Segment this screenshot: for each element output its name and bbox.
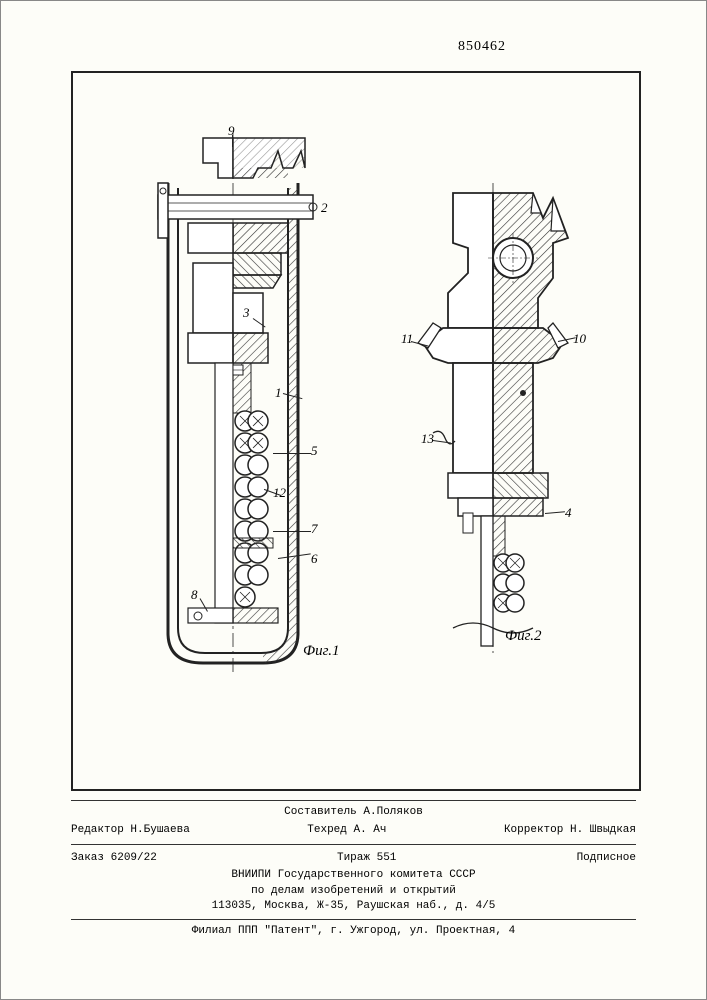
footer-block: Составитель А.Поляков Редактор Н.Бушаева…: [71, 796, 636, 939]
figure-area: 9 2 3 1 5 12 7 6 8 Фиг.1: [73, 73, 639, 789]
org-line1: ВНИИПИ Государственного комитета СССР: [71, 868, 636, 883]
printrun-cell: Тираж 551: [337, 851, 396, 866]
printrun-label: Тираж: [337, 852, 370, 864]
order-label: Заказ: [71, 852, 104, 864]
divider: [71, 844, 636, 845]
techred-name: А. Ач: [354, 824, 387, 836]
callout-8: 8: [191, 587, 198, 603]
figure-frame: 9 2 3 1 5 12 7 6 8 Фиг.1: [71, 71, 641, 791]
divider: [71, 919, 636, 920]
compiler-label: Составитель: [284, 806, 357, 818]
figure-1: 9 2 3 1 5 12 7 6 8 Фиг.1: [133, 133, 333, 673]
corrector-name: Н. Швыдкая: [570, 824, 636, 836]
figure-2-drawing: [393, 183, 593, 653]
subscription-cell: Подписное: [577, 851, 636, 866]
figure-2: 11 10 13 4 Фиг.2: [393, 183, 593, 653]
callout-11: 11: [401, 331, 413, 347]
figure-2-label: Фиг.2: [505, 628, 541, 645]
compiler-name: А.Поляков: [363, 806, 422, 818]
figure-1-label: Фиг.1: [303, 643, 339, 660]
callout-2: 2: [321, 200, 328, 216]
editor-cell: Редактор Н.Бушаева: [71, 823, 190, 838]
patent-page: 850462: [0, 0, 707, 1000]
callout-6: 6: [311, 551, 318, 567]
compiler-row: Составитель А.Поляков: [71, 805, 636, 820]
callout-4: 4: [565, 505, 572, 521]
corrector-label: Корректор: [504, 824, 563, 836]
callout-1: 1: [275, 385, 282, 401]
order-value: 6209/22: [111, 852, 157, 864]
printrun-value: 551: [377, 852, 397, 864]
document-number: 850462: [458, 39, 506, 55]
org-line2: по делам изобретений и открытий: [71, 884, 636, 899]
figure-1-drawing: [133, 133, 333, 673]
branch-line: Филиал ППП "Патент", г. Ужгород, ул. Про…: [71, 924, 636, 939]
callout-7: 7: [311, 521, 318, 537]
order-cell: Заказ 6209/22: [71, 851, 157, 866]
divider: [71, 800, 636, 801]
techred-label: Техред: [307, 824, 347, 836]
leader-line: [273, 531, 311, 532]
leader-line: [273, 453, 311, 454]
techred-cell: Техред А. Ач: [307, 823, 386, 838]
callout-13: 13: [421, 431, 434, 447]
address-line: 113035, Москва, Ж-35, Раушская наб., д. …: [71, 899, 636, 914]
editor-name: Н.Бушаева: [130, 824, 189, 836]
credits-row: Редактор Н.Бушаева Техред А. Ач Корректо…: [71, 821, 636, 840]
callout-10: 10: [573, 331, 586, 347]
corrector-cell: Корректор Н. Швыдкая: [504, 823, 636, 838]
editor-label: Редактор: [71, 824, 124, 836]
callout-5: 5: [311, 443, 318, 459]
leader-line: [232, 135, 233, 147]
callout-3: 3: [243, 305, 250, 321]
order-row: Заказ 6209/22 Тираж 551 Подписное: [71, 849, 636, 868]
